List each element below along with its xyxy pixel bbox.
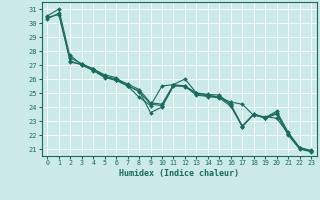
X-axis label: Humidex (Indice chaleur): Humidex (Indice chaleur) [119, 169, 239, 178]
